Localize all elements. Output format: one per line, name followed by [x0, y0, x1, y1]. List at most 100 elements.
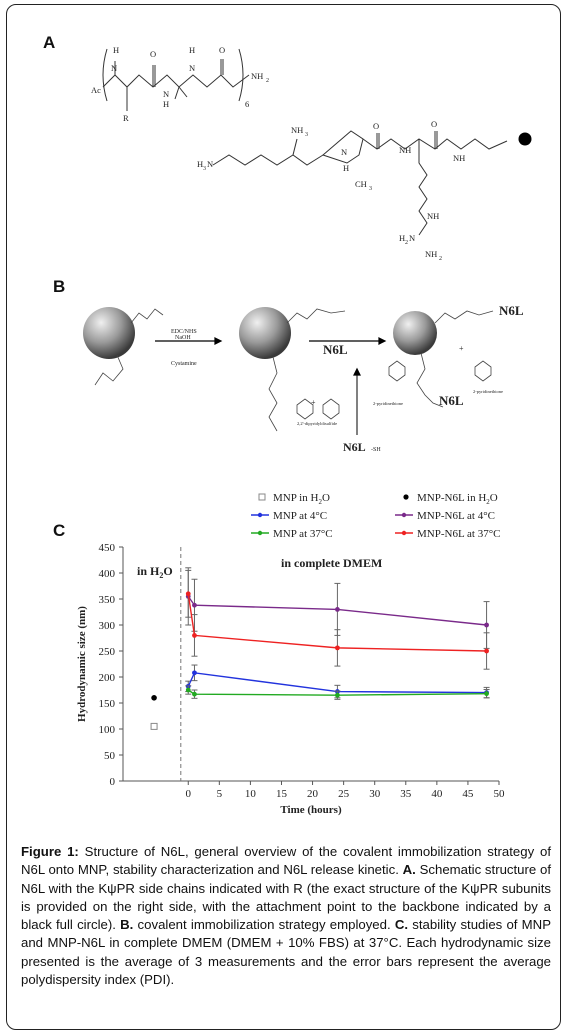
caption-c-label: C. [394, 917, 409, 933]
legend-marker-dot [403, 494, 409, 500]
annotation-in-h2o: in H2O [137, 564, 173, 580]
h3n-label: H [197, 159, 203, 169]
h-label-2: H [163, 99, 169, 109]
stability-chart: 0 50 100 150 200 250 300 350 400 450 0 5 10 15 20 25 30 3… [76, 492, 506, 816]
x-tick-label: 25 [338, 788, 350, 800]
y-axis-label: Hydrodynamic size (nm) [76, 606, 88, 722]
figure-caption: Figure 1: Structure of N6L, general over… [21, 843, 551, 989]
caption-b-text: covalent immobilization strategy employe… [133, 917, 395, 933]
y-tick-label: 450 [99, 542, 116, 554]
nh-label-2: NH [453, 153, 465, 163]
series-line-mnp-n6l-at-37-c [187, 593, 487, 652]
x-tick-label: 0 [186, 788, 192, 800]
x-tick-label: 5 [217, 788, 223, 800]
label-thione: 2-pyridinethione [373, 401, 403, 406]
label-dipyridyl: 2,2'-dipyridyldisulfide [297, 421, 337, 427]
data-point-mnp-at-37-c [484, 691, 489, 697]
o-label-2: O [219, 45, 225, 55]
o-label-4: O [431, 119, 437, 129]
y-tick-label: 200 [99, 672, 116, 684]
o-label: O [150, 49, 156, 59]
caption-a-text: Schematic structure of N6L with the KψPR… [21, 862, 552, 933]
y-tick-label: 350 [99, 594, 116, 606]
reagent-cystamine: Cystamine [171, 361, 197, 367]
svg-text:2: 2 [266, 78, 269, 84]
n6l-right-bottom: N6L [439, 393, 464, 408]
panel-b-scheme: EDC/NHS NaOH Cystamine N6L N6L N6L N6L -… [83, 303, 524, 454]
legend-label: MNP at 4°C [273, 510, 327, 522]
ac-label: Ac [91, 85, 101, 95]
data-point-mnp-at-37-c [185, 687, 191, 693]
caption-c-text: stability studies of MNP and MNP-N6L in … [21, 917, 551, 988]
series-line-mnp-at-4-c [187, 672, 487, 694]
point-mnp-n6l-h2o [151, 695, 157, 701]
nh-label-1: NH [399, 145, 411, 155]
data-point-mnp-n6l-at-37-c [192, 633, 197, 638]
h2n-label: H [399, 233, 405, 243]
data-point-mnp-at-4-c [192, 670, 197, 676]
data-point-mnp-at-37-c [192, 691, 197, 697]
y-tick-label: 400 [99, 568, 116, 580]
x-tick-label: 30 [369, 788, 381, 800]
svg-text:+: + [459, 344, 464, 353]
n6l-sh-group: -SH [371, 447, 381, 453]
x-tick-label: 50 [494, 788, 506, 800]
legend-label: MNP in H2O [273, 492, 330, 506]
panel-a-letter: A [43, 33, 56, 52]
series-line-mnp-n6l-at-4-c [187, 595, 487, 626]
nanoparticle-1 [83, 307, 135, 359]
series-line-mnp-at-37-c [187, 689, 487, 696]
legend-marker-point [401, 512, 407, 518]
caption-a-label: A. [402, 862, 416, 878]
h-label-3: H [189, 45, 195, 55]
nh-label-3: NH [427, 211, 439, 221]
n-label: N [111, 63, 117, 73]
y-tick-label: 150 [99, 698, 116, 710]
ch3-label: CH [355, 179, 367, 189]
nh-h-label: H [343, 163, 349, 173]
y-tick-label: 250 [99, 646, 116, 658]
legend-label: MNP-N6L at 4°C [417, 510, 495, 522]
nanoparticle-3 [393, 311, 437, 355]
legend-marker-point [401, 530, 407, 536]
label-thione-2: 2-pyridinethione [473, 389, 503, 394]
reagent-naoh: NaOH [175, 335, 191, 341]
x-tick-label: 45 [462, 788, 474, 800]
nanoparticle-2 [239, 307, 291, 359]
data-point-mnp-n6l-at-4-c [335, 607, 340, 612]
n-label-2: N [163, 89, 169, 99]
legend-marker-point [257, 530, 263, 536]
legend-label: MNP-N6L in H2O [417, 492, 498, 506]
n6l-sh: N6L [343, 440, 366, 454]
data-point-mnp-n6l-at-4-c [484, 622, 489, 628]
x-tick-label: 35 [400, 788, 412, 800]
svg-text:2: 2 [439, 256, 442, 262]
n-label-3: N [189, 63, 195, 73]
panel-c-letter: C [53, 521, 66, 540]
x-tick-label: 40 [431, 788, 443, 800]
data-point-mnp-n6l-at-37-c [484, 648, 489, 654]
caption-figure-label: Figure 1: [21, 844, 79, 859]
h-label: H [113, 45, 119, 55]
x-tick-label: 15 [276, 788, 288, 800]
nh2-label-2: NH [425, 249, 437, 259]
n6l-right-top: N6L [499, 303, 524, 318]
o-label-3: O [373, 121, 379, 131]
x-tick-label: 10 [245, 788, 257, 800]
caption-b-label: B. [120, 917, 134, 933]
figure-frame: A Ac H N R O N [6, 4, 561, 1030]
svg-text:+: + [311, 398, 316, 407]
svg-text:3: 3 [305, 132, 308, 138]
reagent-edc: EDC/NHS [171, 329, 197, 335]
panel-b-letter: B [53, 277, 66, 296]
n6l-middle: N6L [323, 342, 348, 357]
svg-text:3: 3 [369, 186, 372, 192]
svg-text:N: N [207, 159, 213, 169]
data-point-mnp-at-37-c [335, 692, 340, 698]
legend-label: MNP at 37°C [273, 528, 333, 540]
svg-text:N: N [409, 233, 415, 243]
legend-label: MNP-N6L at 37°C [417, 528, 500, 540]
n-plus-label: N [341, 147, 347, 157]
annotation-complete-dmem: in complete DMEM [281, 556, 382, 570]
